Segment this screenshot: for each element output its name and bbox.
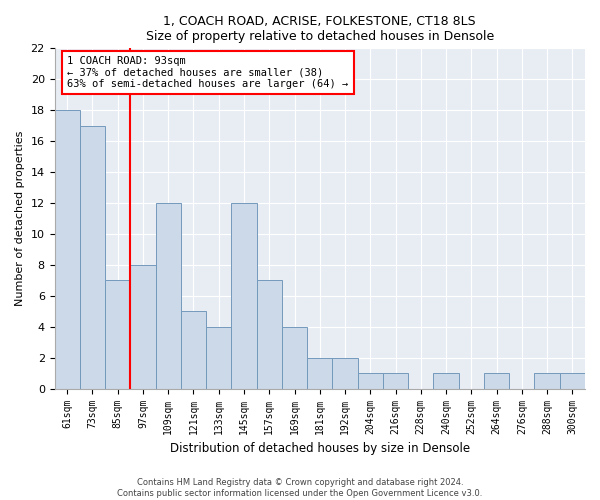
Bar — [181, 312, 206, 388]
Bar — [307, 358, 332, 388]
Bar — [257, 280, 282, 388]
Bar — [282, 327, 307, 388]
Bar — [105, 280, 130, 388]
Bar — [383, 373, 408, 388]
Bar — [130, 265, 155, 388]
Y-axis label: Number of detached properties: Number of detached properties — [15, 131, 25, 306]
Bar — [535, 373, 560, 388]
Bar — [358, 373, 383, 388]
Bar — [232, 203, 257, 388]
Bar — [55, 110, 80, 388]
Bar — [80, 126, 105, 388]
Bar — [484, 373, 509, 388]
Text: Contains HM Land Registry data © Crown copyright and database right 2024.
Contai: Contains HM Land Registry data © Crown c… — [118, 478, 482, 498]
Text: 1 COACH ROAD: 93sqm
← 37% of detached houses are smaller (38)
63% of semi-detach: 1 COACH ROAD: 93sqm ← 37% of detached ho… — [67, 56, 349, 90]
Bar — [560, 373, 585, 388]
Bar — [433, 373, 458, 388]
Bar — [332, 358, 358, 388]
Bar — [155, 203, 181, 388]
X-axis label: Distribution of detached houses by size in Densole: Distribution of detached houses by size … — [170, 442, 470, 455]
Title: 1, COACH ROAD, ACRISE, FOLKESTONE, CT18 8LS
Size of property relative to detache: 1, COACH ROAD, ACRISE, FOLKESTONE, CT18 … — [146, 15, 494, 43]
Bar — [206, 327, 232, 388]
